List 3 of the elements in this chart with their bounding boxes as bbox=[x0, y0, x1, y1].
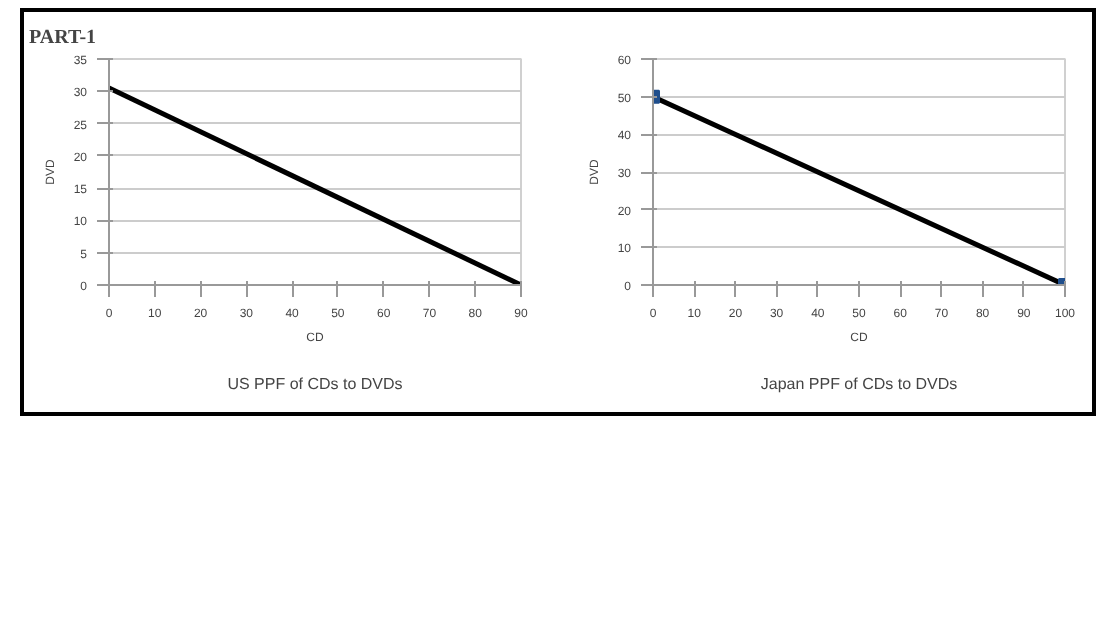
text: Japan PPF of CDs to DVDs bbox=[760, 375, 958, 393]
text: PART-1 bbox=[29, 27, 97, 49]
text: US PPF of CDs to DVDs bbox=[227, 375, 403, 393]
